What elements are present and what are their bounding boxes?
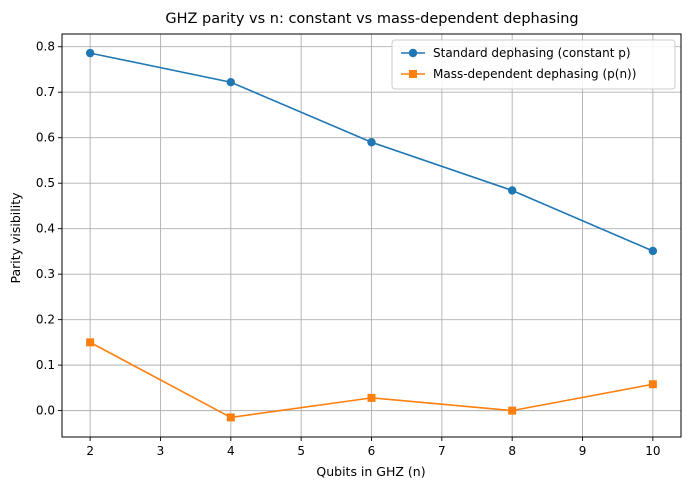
legend-item: Standard dephasing (constant p): [401, 46, 631, 60]
x-tick-label: 3: [157, 444, 165, 458]
legend-label: Standard dephasing (constant p): [433, 46, 631, 60]
y-tick-label: 0.8: [36, 40, 55, 54]
y-tick-label: 0.0: [36, 404, 55, 418]
axis-ticks: 2 3 4 5 6 7 8 9 10 0.0 0.1 0.2 0.3 0.4 0.5 0.6 0.7 0.8: [36, 40, 661, 458]
data-point: [367, 393, 376, 402]
y-tick-label: 0.2: [36, 313, 55, 327]
y-tick-label: 0.3: [36, 267, 55, 281]
x-tick-label: 8: [508, 444, 516, 458]
x-tick-label: 10: [645, 444, 660, 458]
x-axis-label: Qubits in GHZ (n): [316, 464, 425, 479]
y-tick-label: 0.7: [36, 85, 55, 99]
data-point: [226, 413, 235, 422]
data-point: [226, 78, 236, 87]
series-layer: [85, 48, 658, 422]
data-point: [85, 48, 95, 58]
x-tick-label: 9: [579, 444, 587, 458]
series-1: [85, 48, 658, 256]
y-tick-label: 0.4: [36, 222, 55, 236]
chart-title: GHZ parity vs n: constant vs mass-depend…: [165, 11, 578, 27]
data-point: [648, 380, 657, 389]
y-tick-label: 0.6: [36, 131, 55, 145]
x-tick-label: 5: [297, 444, 305, 458]
data-point: [508, 406, 517, 415]
legend-label: Mass-dependent dephasing (p(n)): [433, 67, 636, 81]
x-tick-label: 6: [368, 444, 376, 458]
series-2: [86, 338, 657, 422]
legend: Standard dephasing (constant p) Mass-depe…: [391, 39, 676, 90]
x-tick-label: 4: [227, 444, 235, 458]
data-point: [86, 338, 95, 347]
x-tick-label: 7: [438, 444, 446, 458]
x-tick-label: 2: [86, 444, 94, 458]
y-tick-label: 0.1: [36, 358, 55, 372]
data-point: [648, 246, 658, 256]
grid-lines: [62, 34, 681, 437]
legend-box: [391, 39, 676, 90]
data-point: [507, 186, 517, 195]
y-axis-label: Parity visibility: [8, 192, 23, 284]
y-tick-label: 0.5: [36, 176, 55, 190]
legend-marker: [409, 70, 417, 78]
legend-item: Mass-dependent dephasing (p(n)): [401, 67, 636, 81]
data-point: [367, 138, 376, 147]
legend-marker: [408, 48, 418, 58]
